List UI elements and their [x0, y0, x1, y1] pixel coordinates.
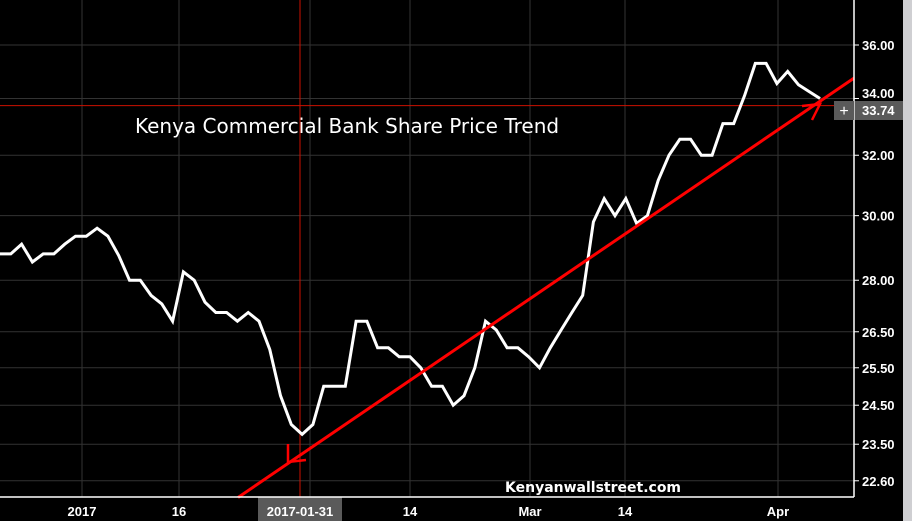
- y-tick-label: 32.00: [862, 148, 895, 163]
- x-tick-label: Apr: [767, 504, 789, 519]
- price-readout: + 33.74: [834, 101, 903, 120]
- x-tick-label: Mar: [518, 504, 541, 519]
- x-tick-label: 2017-01-31: [267, 504, 334, 519]
- current-price-label: 33.74: [862, 103, 895, 118]
- price-line: [0, 61, 821, 437]
- marks: [0, 0, 855, 499]
- x-tick-label: 14: [403, 504, 418, 519]
- y-axis: 36.00 34.00 32.00 30.00 28.00 26.50 25.50 24.50…: [853, 0, 895, 497]
- x-tick-label: 16: [172, 504, 186, 519]
- y-tick-label: 34.00: [862, 86, 895, 101]
- y-tick-label: 30.00: [862, 209, 895, 224]
- scrollbar[interactable]: [903, 0, 912, 521]
- y-tick-label: 24.50: [862, 398, 895, 413]
- trend-line: [237, 76, 855, 499]
- y-tick-label: 28.00: [862, 273, 895, 288]
- x-tick-label: 2017: [68, 504, 97, 519]
- x-axis: 2017 16 2017-01-31 14 Mar 14 Apr: [0, 496, 854, 521]
- y-tick-label: 22.60: [862, 474, 895, 489]
- chart-title: Kenya Commercial Bank Share Price Trend: [135, 114, 559, 138]
- crosshair-add-button[interactable]: [834, 101, 854, 120]
- trend-arrow-end-icon: [801, 102, 823, 121]
- grid: [0, 0, 854, 497]
- y-tick-label: 26.50: [862, 325, 895, 340]
- price-label-bg: [855, 101, 903, 120]
- x-tick-label: 14: [618, 504, 633, 519]
- y-tick-label: 36.00: [862, 38, 895, 53]
- trend-arrow-start-icon: [286, 444, 307, 464]
- y-tick-label: 23.50: [862, 437, 895, 452]
- watermark: Kenyanwallstreet.com: [505, 480, 681, 496]
- plus-icon: +: [839, 103, 848, 120]
- y-tick-label: 25.50: [862, 361, 895, 376]
- x-highlight-bg: [258, 497, 342, 521]
